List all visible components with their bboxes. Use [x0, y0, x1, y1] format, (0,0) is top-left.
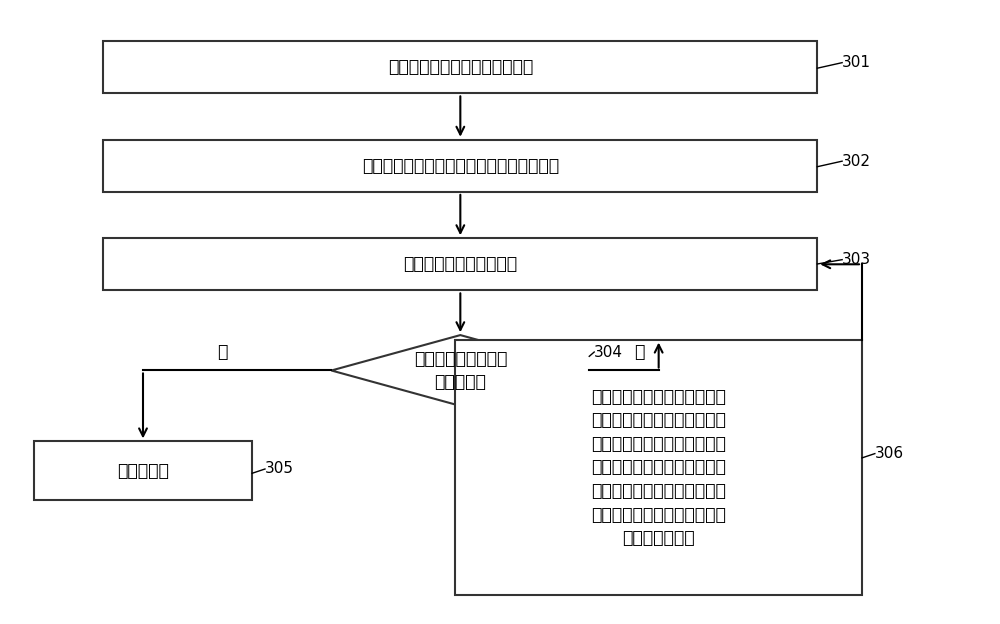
Text: 305: 305: [265, 462, 294, 477]
Text: 两侧的电流值的差值
小于设定值: 两侧的电流值的差值 小于设定值: [414, 349, 507, 391]
Bar: [103, 140, 817, 192]
Text: 303: 303: [842, 252, 871, 267]
Text: 否: 否: [634, 343, 644, 361]
Text: 将用户侧电压器与配电线路隔离: 将用户侧电压器与配电线路隔离: [388, 58, 533, 76]
Text: 304: 304: [594, 344, 623, 359]
Text: 线路无故障: 线路无故障: [117, 462, 169, 479]
Text: 306: 306: [875, 446, 904, 461]
Text: 301: 301: [842, 55, 871, 70]
Text: 测量注入点两侧的电流值: 测量注入点两侧的电流值: [403, 255, 517, 273]
Text: 302: 302: [842, 154, 871, 168]
Bar: [103, 41, 817, 94]
Bar: [34, 441, 252, 500]
Bar: [455, 339, 862, 595]
Bar: [103, 238, 817, 290]
Text: 向所述配电线路的某一点注入高压交流信号: 向所述配电线路的某一点注入高压交流信号: [362, 157, 559, 175]
Text: 是: 是: [217, 343, 228, 361]
Polygon shape: [331, 335, 589, 406]
Text: 故障位于电流值较大的一侧，
巡视在设定范围内电流值较大
的一侧是否存在故障，如果在
设定范围内电流值较大的一侧
不存在故障，则在电流值较大
的一侧确定任一点，并: 故障位于电流值较大的一侧， 巡视在设定范围内电流值较大 的一侧是否存在故障，如果…: [591, 388, 726, 547]
